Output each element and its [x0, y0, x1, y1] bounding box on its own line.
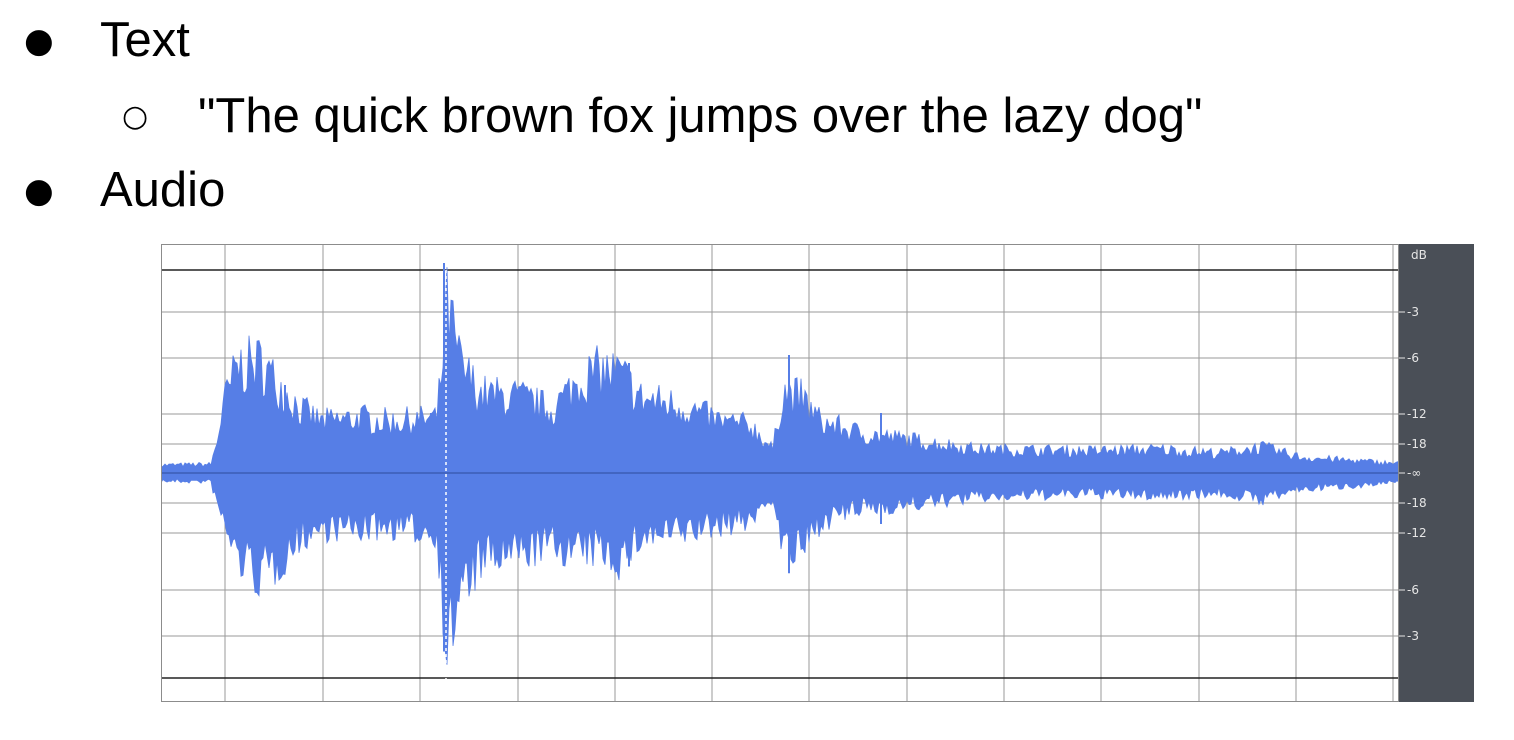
bullet-disc-icon: ● — [24, 171, 54, 211]
db-ruler-label: -12 — [1407, 526, 1427, 540]
waveform-frame — [161, 244, 1399, 702]
db-ruler-label: -∞ — [1407, 466, 1421, 480]
db-ruler-unit: dB — [1411, 248, 1427, 262]
waveform-display: dB -3 -6 -12 -18 -∞ -18 -12 -6 -3 — [161, 244, 1474, 702]
sub-bullet-label: "The quick brown fox jumps over the lazy… — [198, 89, 1203, 143]
db-ruler-label: -12 — [1407, 407, 1427, 421]
bullet-text: ● Text — [24, 13, 190, 67]
db-ruler-label: -6 — [1407, 351, 1419, 365]
db-ruler-ticks: -3 -6 -12 -18 -∞ -18 -12 -6 -3 — [1399, 305, 1427, 643]
db-ruler-label: -3 — [1407, 305, 1419, 319]
bullet-label: Audio — [100, 163, 226, 217]
db-ruler-label: -18 — [1407, 437, 1427, 451]
bullet-label: Text — [100, 13, 190, 67]
audio-waveform-image: dB -3 -6 -12 -18 -∞ -18 -12 -6 -3 — [161, 244, 1474, 702]
db-ruler-label: -3 — [1407, 629, 1419, 643]
db-ruler — [1399, 244, 1474, 702]
bullet-circle-icon: ○ — [122, 99, 149, 134]
bullet-disc-icon: ● — [24, 21, 54, 61]
db-ruler-label: -6 — [1407, 583, 1419, 597]
bullet-audio: ● Audio — [24, 163, 226, 217]
db-ruler-label: -18 — [1407, 496, 1427, 510]
sub-bullet-quote: ○ "The quick brown fox jumps over the la… — [122, 89, 1203, 143]
